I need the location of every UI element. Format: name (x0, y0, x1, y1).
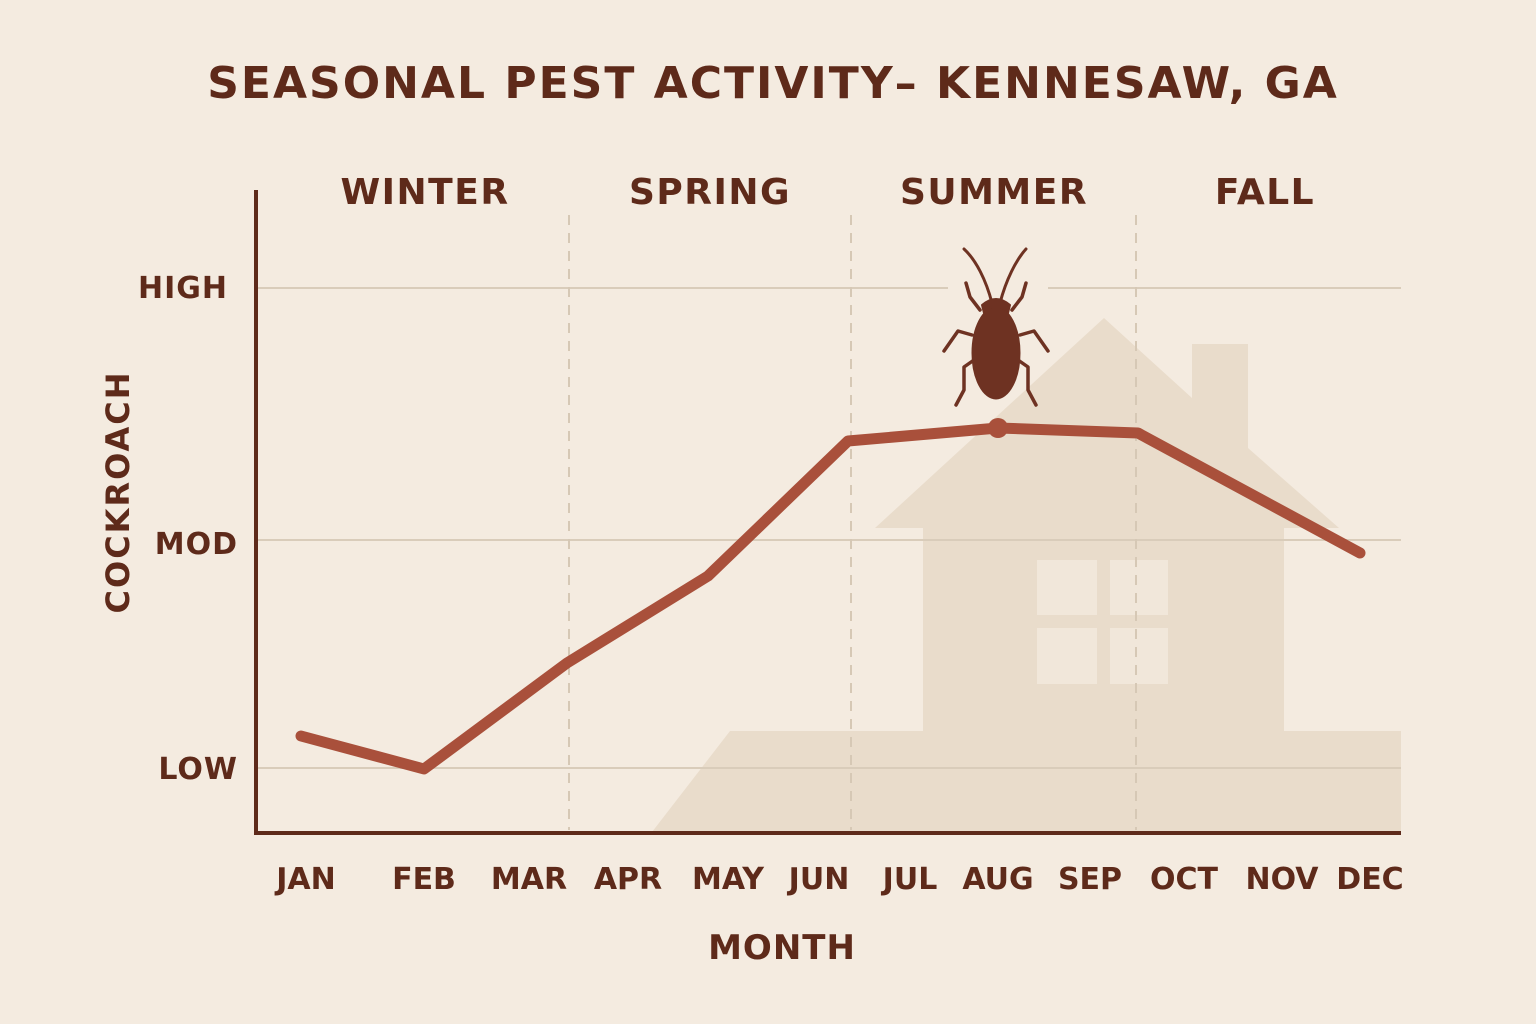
gridlines (258, 287, 1401, 769)
x-axis-label: MONTH (708, 928, 856, 968)
house-icon (652, 318, 1401, 832)
chart-title: SEASONAL PEST ACTIVITY– KENNESAW, GA (207, 58, 1339, 109)
y-tick-low: LOW (158, 752, 238, 787)
x-tick-jul: JUL (882, 862, 938, 897)
season-label-summer: SUMMER (899, 172, 1089, 213)
activity-line (295, 422, 1366, 775)
x-tick-aug: AUG (962, 862, 1034, 897)
x-tick-mar: MAR (490, 862, 568, 897)
x-tick-feb: FEB (392, 862, 456, 897)
x-tick-dec: DEC (1336, 862, 1404, 897)
y-tick-high: HIGH (137, 271, 228, 306)
x-tick-sep: SEP (1057, 862, 1123, 897)
x-tick-apr: APR (593, 862, 663, 897)
x-tick-may: MAY (692, 862, 764, 897)
y-tick-mod: MOD (154, 527, 238, 562)
season-label-winter: WINTER (340, 172, 510, 213)
season-label-spring: SPRING (628, 172, 792, 213)
peak-marker (988, 418, 1008, 438)
y-axis-label: COCKROACH (99, 370, 137, 614)
x-tick-oct: OCT (1150, 862, 1218, 897)
season-label-fall: FALL (1214, 172, 1316, 213)
x-tick-jun: JUN (788, 862, 850, 897)
axes (254, 190, 1401, 835)
x-tick-nov: NOV (1245, 862, 1319, 897)
x-tick-jan: JAN (276, 862, 336, 897)
season-dividers (568, 215, 1137, 830)
cockroach-icon (942, 247, 1050, 407)
